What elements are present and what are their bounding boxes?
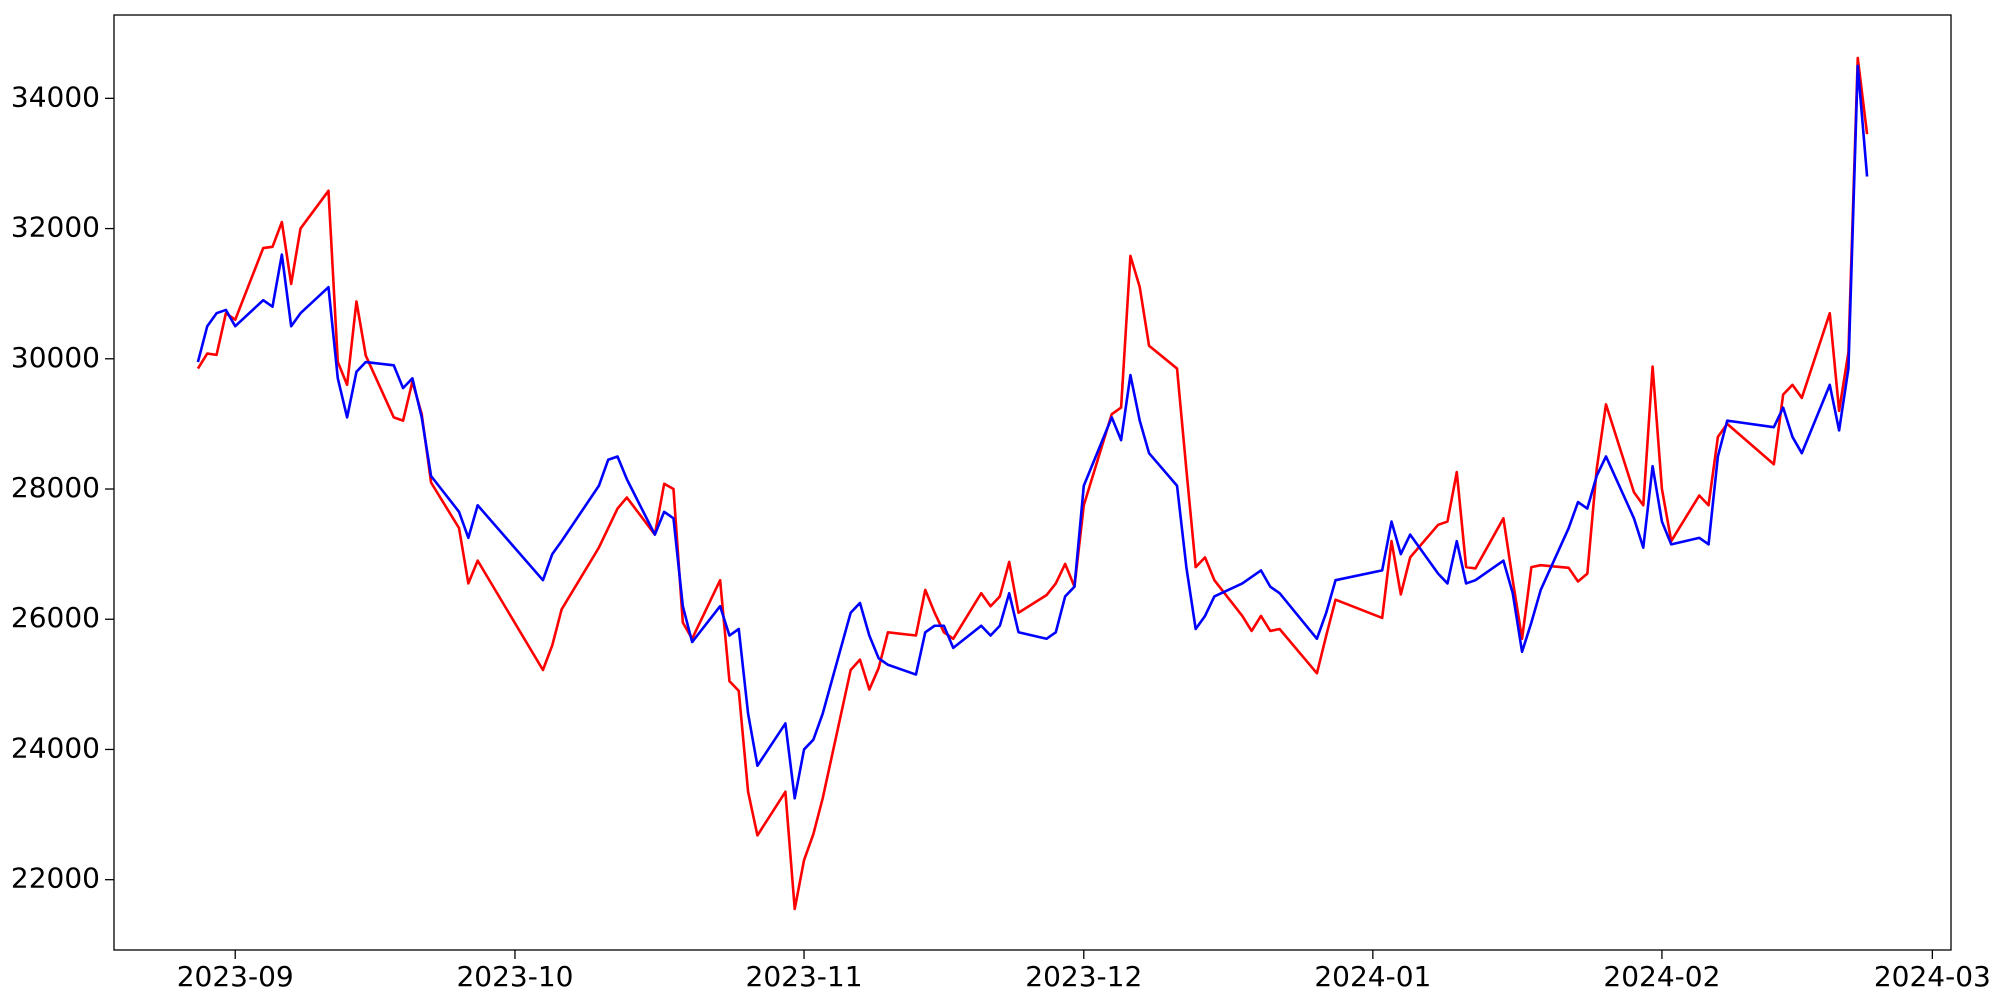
y-tick-label: 30000 (11, 341, 100, 374)
series-line (196, 64, 1869, 800)
y-tick-label: 32000 (11, 211, 100, 244)
y-tick-label: 24000 (11, 731, 100, 764)
y-tick-label: 34000 (11, 80, 100, 113)
series-line (196, 56, 1869, 911)
y-tick-label: 28000 (11, 471, 100, 504)
x-tick-label: 2024-03 (1874, 960, 1991, 993)
y-tick-label: 26000 (11, 601, 100, 634)
x-tick-label: 2023-12 (1025, 960, 1142, 993)
x-tick-label: 2023-10 (456, 960, 573, 993)
x-tick-label: 2024-02 (1603, 960, 1720, 993)
x-tick-label: 2024-01 (1314, 960, 1431, 993)
y-tick-label: 22000 (11, 862, 100, 895)
plot-frame (113, 14, 1952, 951)
x-tick-label: 2023-11 (746, 960, 863, 993)
x-tick-label: 2023-09 (177, 960, 294, 993)
